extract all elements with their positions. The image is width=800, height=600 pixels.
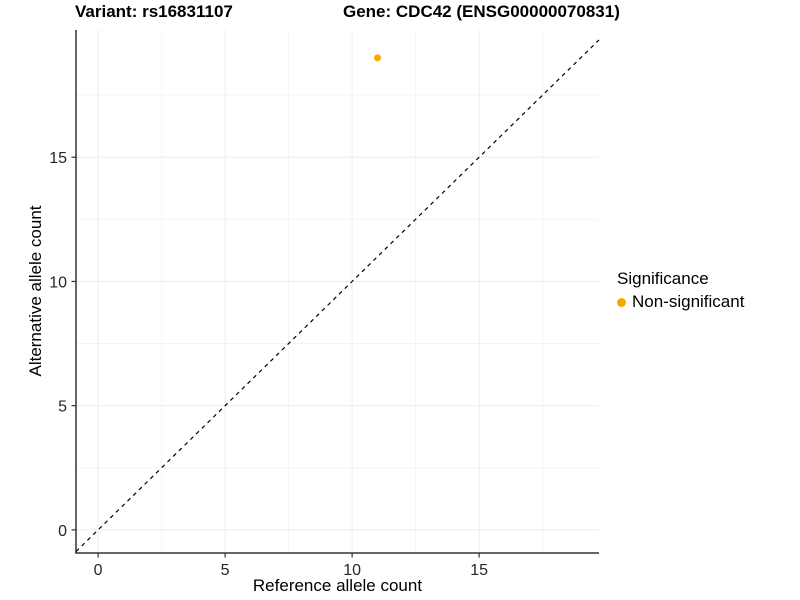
plot-title-gene: Gene: CDC42 (ENSG00000070831): [343, 2, 620, 21]
y-axis-title: Alternative allele count: [26, 205, 45, 377]
x-axis-title: Reference allele count: [252, 576, 423, 595]
legend-item-label: Non-significant: [632, 292, 745, 311]
y-axis-tick-label: 15: [49, 150, 67, 167]
y-axis-tick-label: 10: [49, 274, 67, 291]
x-axis-tick-label: 5: [221, 562, 230, 579]
x-axis-tick-label: 0: [94, 562, 103, 579]
legend-item: Non-significant: [617, 292, 744, 312]
plot-title-variant: Variant: rs16831107: [75, 2, 233, 21]
data-point: [374, 54, 382, 62]
y-axis-tick-label: 0: [58, 523, 67, 540]
x-axis-tick-label: 15: [470, 562, 488, 579]
legend-title: Significance: [617, 269, 709, 288]
identity-dashed-line: [75, 39, 600, 552]
legend-point-icon: [617, 297, 626, 307]
legend: Significance Non-significant: [617, 269, 744, 312]
y-axis-tick-label: 5: [58, 399, 67, 416]
x-axis-tick-label: 10: [343, 562, 361, 579]
